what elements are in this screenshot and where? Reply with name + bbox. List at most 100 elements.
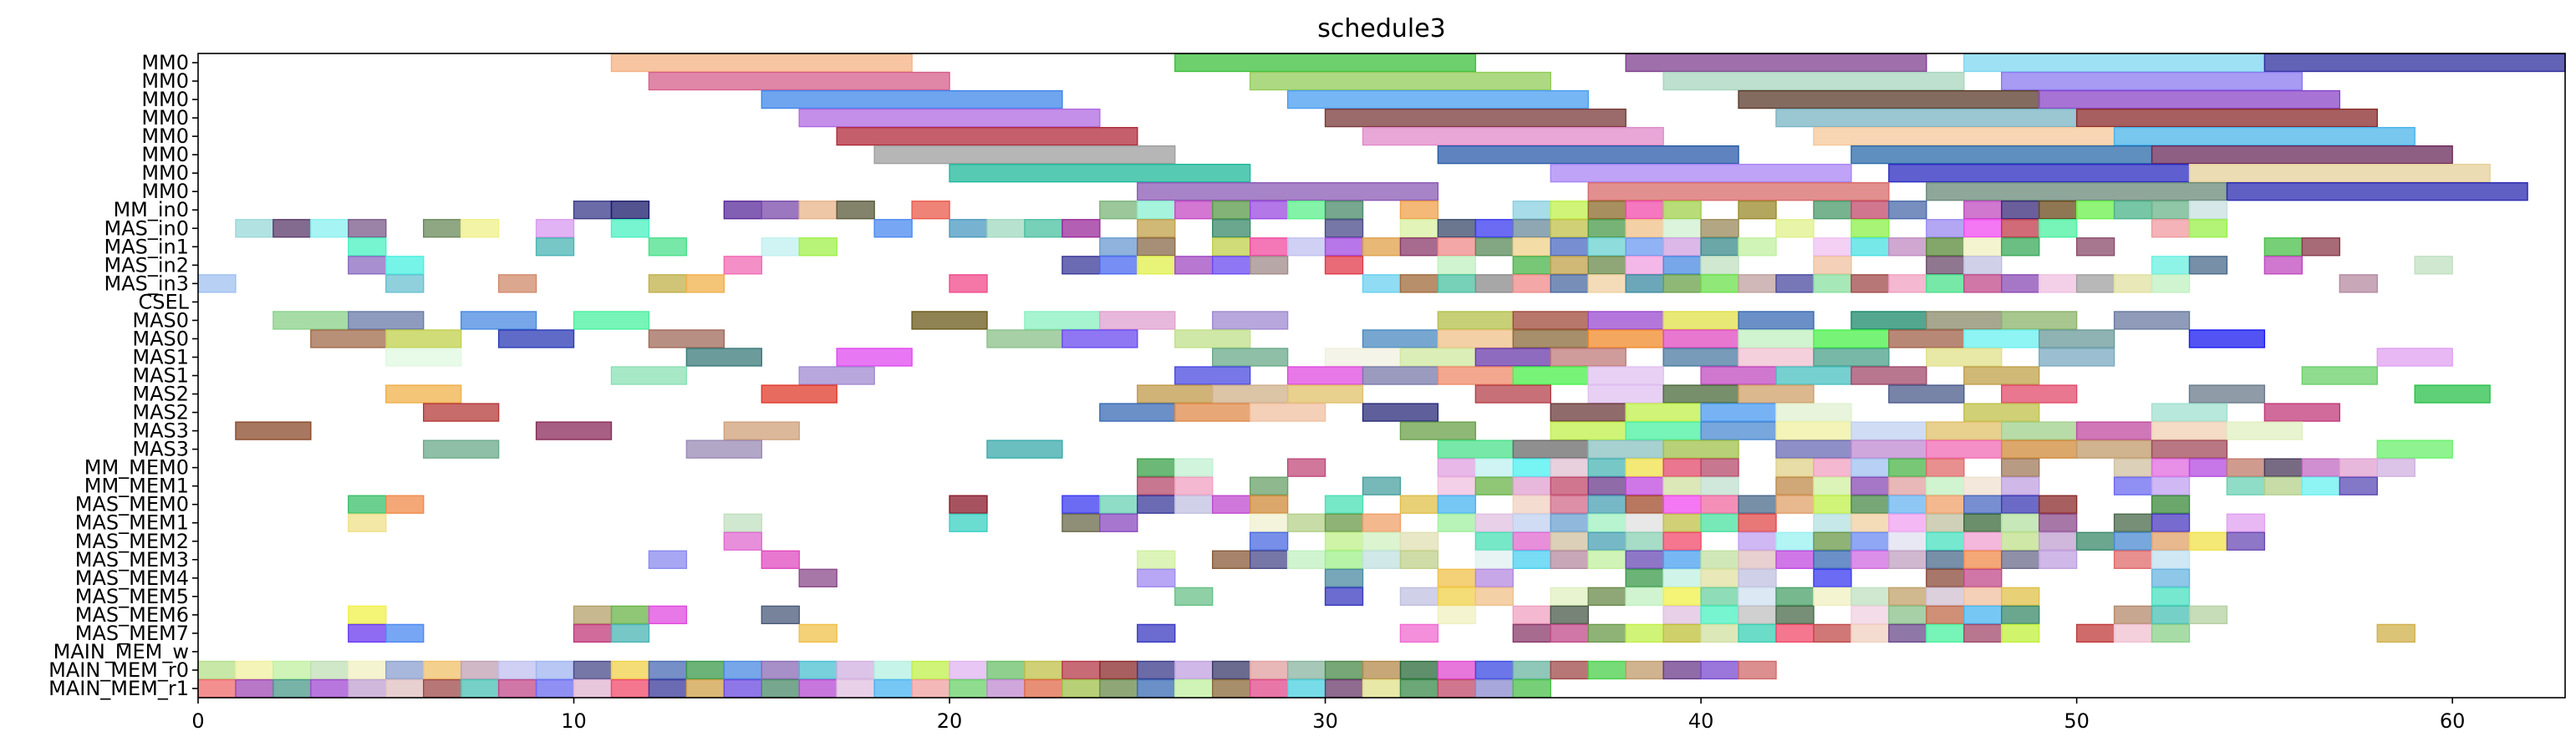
task-bar: [1963, 219, 2003, 238]
task-bar: [1662, 274, 1702, 293]
task-bar: [1851, 495, 1890, 514]
task-bar: [2038, 531, 2078, 551]
task-bar: [1963, 513, 2003, 532]
task-bar: [1174, 476, 1214, 495]
task-bar: [2263, 476, 2304, 495]
task-bar: [1399, 237, 1439, 257]
task-bar: [1512, 274, 1551, 293]
task-bar: [2001, 458, 2040, 477]
x-tick-label: 50: [2064, 709, 2090, 733]
task-bar: [1625, 403, 1702, 422]
task-bar: [1662, 531, 1702, 551]
task-bar: [685, 678, 725, 699]
task-bar: [497, 274, 537, 293]
task-bar: [1888, 164, 2191, 183]
task-bar: [1249, 403, 1326, 422]
task-bar: [1474, 476, 1515, 495]
task-bar: [1550, 495, 1589, 514]
task-bar: [1700, 403, 1777, 422]
task-bar: [2339, 476, 2378, 495]
task-bar: [723, 256, 762, 275]
task-bar: [1926, 605, 1965, 625]
task-bar: [2151, 201, 2191, 220]
task-bar: [761, 89, 1063, 109]
task-bar: [1137, 550, 1176, 569]
y-tick-label: MAIN_MEM_w: [53, 640, 189, 663]
task-bar: [1174, 53, 1477, 73]
task-bar: [685, 348, 762, 367]
task-bar: [949, 495, 988, 514]
task-bar: [1662, 495, 1702, 514]
task-bar: [1662, 237, 1702, 257]
task-bar: [2038, 513, 2078, 532]
task-bar: [2301, 476, 2340, 495]
task-bar: [1512, 201, 1551, 220]
task-bar: [460, 219, 500, 238]
task-bar: [2001, 71, 2304, 91]
task-bar: [1700, 587, 1739, 607]
task-bar: [1775, 605, 1815, 625]
task-bar: [2001, 219, 2040, 238]
task-bar: [1963, 329, 2040, 348]
task-bar: [648, 237, 688, 257]
task-bar: [1324, 678, 1364, 699]
task-bar: [348, 623, 387, 643]
task-bar: [1775, 403, 1852, 422]
task-bar: [1437, 329, 1515, 348]
task-bar: [348, 495, 387, 514]
task-bar: [1587, 660, 1627, 680]
task-bar: [761, 678, 800, 699]
task-bar: [1738, 384, 1815, 404]
task-bar: [1024, 678, 1063, 699]
task-bar: [1399, 531, 1439, 551]
task-bar: [610, 623, 650, 643]
task-bar: [423, 403, 500, 422]
task-bar: [2001, 531, 2040, 551]
task-bar: [535, 237, 575, 257]
task-bar: [836, 678, 875, 699]
task-bar: [2038, 89, 2340, 109]
task-bar: [1286, 458, 1326, 477]
task-bar: [1099, 513, 1138, 532]
task-bar: [497, 660, 537, 680]
task-bar: [1512, 329, 1589, 348]
task-bar: [1738, 550, 1777, 569]
task-bar: [1061, 256, 1101, 275]
task-bar: [1474, 678, 1515, 699]
task-bar: [1550, 164, 1852, 183]
task-bar: [1399, 201, 1439, 220]
task-bar: [1851, 531, 1890, 551]
task-bar: [1174, 201, 1214, 220]
task-bar: [535, 219, 575, 238]
task-bar: [1550, 623, 1589, 643]
task-bar: [1775, 421, 1852, 440]
task-bar: [235, 421, 312, 440]
task-bar: [1437, 274, 1477, 293]
task-bar: [1324, 660, 1364, 680]
task-bar: [986, 678, 1026, 699]
task-bar: [873, 660, 913, 680]
task-bar: [2301, 237, 2340, 257]
task-bar: [1625, 531, 1664, 551]
task-bar: [761, 605, 800, 625]
task-bar: [610, 53, 913, 73]
task-bar: [949, 274, 988, 293]
task-bar: [1324, 587, 1364, 607]
task-bar: [1099, 678, 1138, 699]
task-bar: [2113, 126, 2416, 146]
y-tick-label: MAS2: [132, 383, 189, 406]
y-tick-label: MAS3: [132, 419, 189, 443]
y-tick-label: MM0: [141, 106, 189, 130]
task-bar: [648, 329, 725, 348]
task-bar: [1587, 237, 1627, 257]
task-bar: [761, 550, 800, 569]
task-bar: [1137, 219, 1176, 238]
task-bar: [2113, 201, 2153, 220]
y-tick-label: MAS_MEM3: [75, 548, 189, 572]
task-bar: [2038, 201, 2078, 220]
task-bar: [1137, 237, 1176, 257]
task-bar: [1700, 458, 1739, 477]
task-bar: [1362, 476, 1402, 495]
task-bar: [1700, 605, 1739, 625]
task-bar: [798, 108, 1101, 128]
